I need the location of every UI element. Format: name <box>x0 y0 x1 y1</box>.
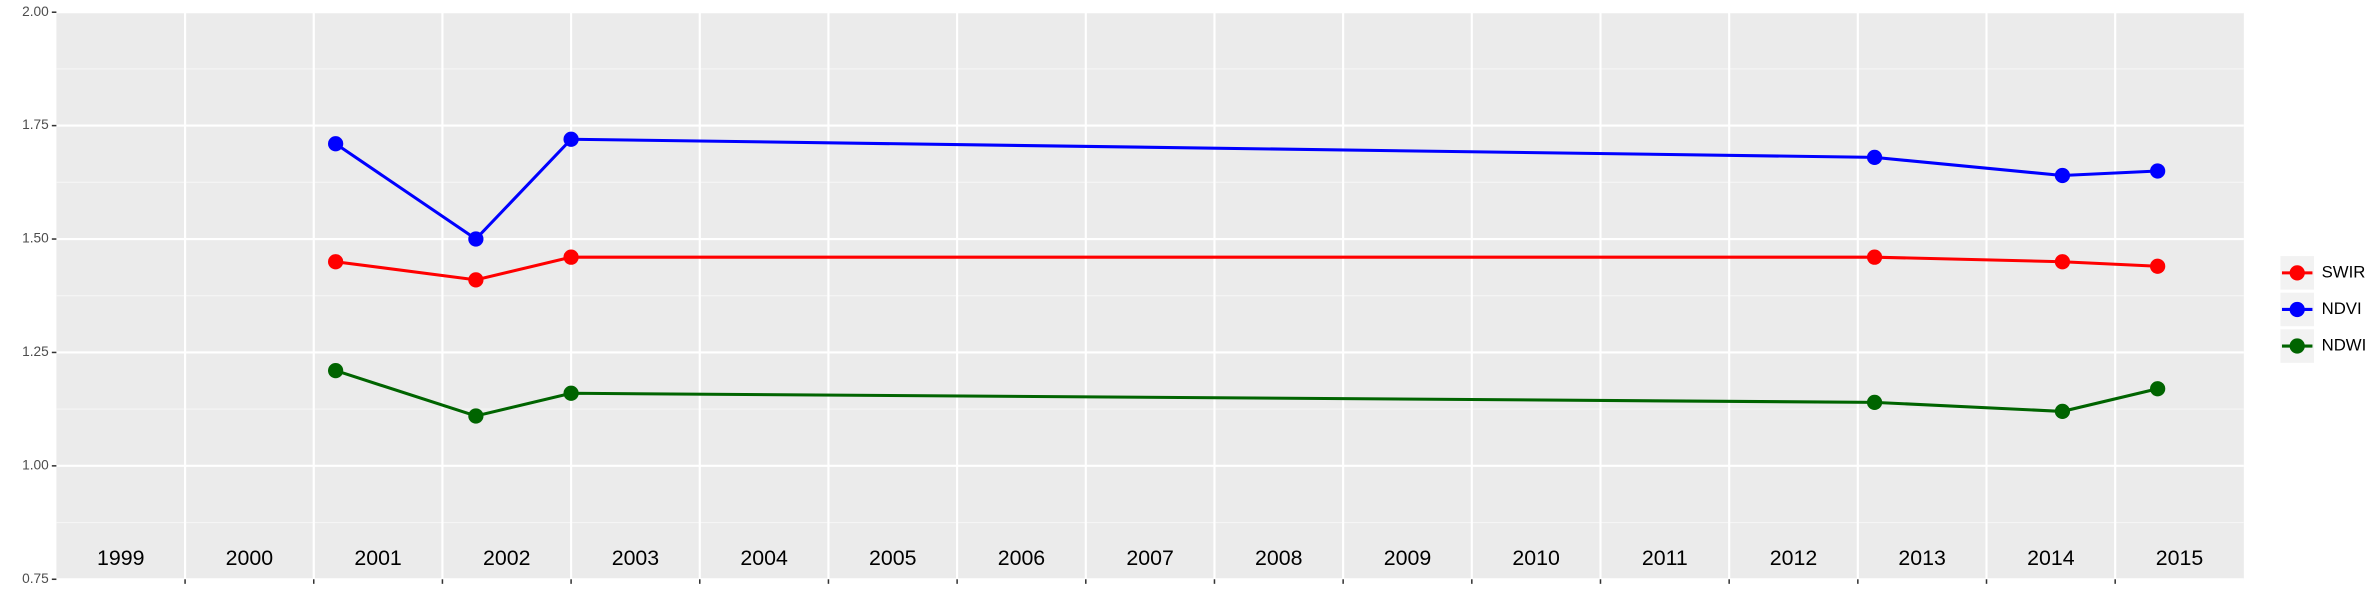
data-point <box>563 385 579 401</box>
x-tick-label: 2007 <box>1126 546 1173 570</box>
data-point <box>2054 254 2071 270</box>
series-line <box>334 137 2158 242</box>
data-point <box>468 272 484 288</box>
data-point <box>328 136 344 152</box>
y-tick-label: 1.25 <box>22 344 49 359</box>
series-line <box>335 255 2158 282</box>
legend-label: NDWI <box>2322 335 2367 354</box>
data-point <box>1866 249 1883 265</box>
data-point <box>2150 381 2166 397</box>
legend-point <box>2289 265 2305 281</box>
x-tick-label: 2013 <box>1898 546 1945 570</box>
x-tick-label: 2015 <box>2156 546 2203 570</box>
y-tick-label: 0.75 <box>22 571 49 586</box>
legend-label: NDVI <box>2322 299 2362 318</box>
x-tick-label: 2001 <box>354 546 401 570</box>
data-point <box>563 249 579 265</box>
legend-point <box>2289 301 2305 318</box>
x-tick-label: 2005 <box>869 546 916 570</box>
data-point <box>563 131 579 147</box>
data-point <box>2054 403 2071 420</box>
series-line <box>335 369 2158 418</box>
data-point <box>1866 394 1883 410</box>
x-tick-label: 2006 <box>998 546 1045 570</box>
x-tick-label: 2004 <box>740 546 788 570</box>
x-tick-label: 2003 <box>612 546 659 570</box>
legend-label: SWIR <box>2322 262 2366 281</box>
x-tick-label: 2012 <box>1770 546 1817 570</box>
data-point <box>328 362 344 379</box>
x-tick-label: 2011 <box>1642 546 1688 570</box>
y-tick-label: 1.50 <box>22 231 49 246</box>
data-point <box>468 408 484 424</box>
data-point <box>1866 149 1883 165</box>
x-tick-label: 2008 <box>1255 546 1302 570</box>
x-tick-label: 2009 <box>1384 546 1431 570</box>
x-tick-label: 2010 <box>1512 546 1560 570</box>
legend-point <box>2289 338 2305 354</box>
x-tick-label: 1999 <box>97 546 144 570</box>
x-tick-label: 2000 <box>226 546 274 570</box>
y-tick-label: 1.00 <box>22 457 49 472</box>
x-tick-label: 2014 <box>2027 546 2075 570</box>
y-tick-label: 2.00 <box>22 4 49 19</box>
data-point <box>328 254 344 270</box>
x-tick-label: 2002 <box>483 546 530 570</box>
data-point <box>2150 163 2166 179</box>
data-point <box>2150 258 2166 274</box>
data-point <box>468 231 484 247</box>
data-point <box>2054 167 2071 184</box>
y-tick-label: 1.75 <box>22 117 49 132</box>
